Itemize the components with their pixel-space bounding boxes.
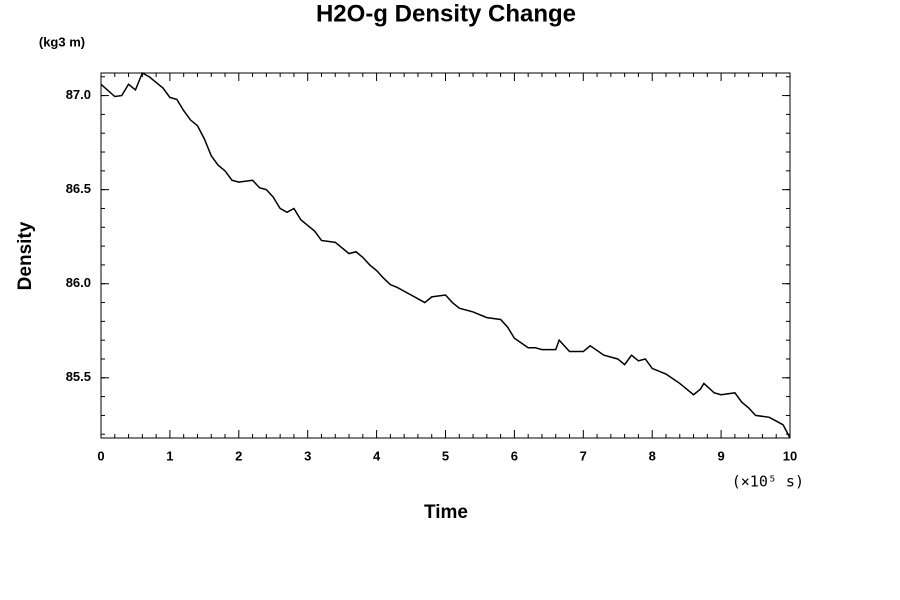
plot-frame [100, 72, 791, 439]
chart-title: H2O-g Density Change [316, 0, 576, 27]
x-tick-label: 4 [373, 448, 381, 463]
x-tick-label: 9 [717, 448, 724, 463]
x-tick-label: 7 [580, 448, 587, 463]
x-tick-label: 3 [304, 448, 311, 463]
x-tick-label: 2 [235, 448, 242, 463]
x-unit: (×10⁵ s) [732, 473, 804, 491]
y-unit: (kg3 m) [39, 34, 85, 49]
x-tick-label: 0 [97, 448, 104, 463]
y-tick-label: 87.0 [66, 87, 91, 102]
y-axis-label: Density [15, 221, 36, 290]
x-axis-label: Time [424, 502, 468, 523]
x-tick-label: 10 [783, 448, 797, 463]
x-tick-label: 6 [511, 448, 518, 463]
y-tick-label: 86.5 [66, 181, 91, 196]
y-tick-label: 86.0 [66, 275, 91, 290]
x-tick-label: 1 [166, 448, 173, 463]
y-tick-label: 85.5 [66, 369, 91, 384]
data-line [100, 71, 791, 439]
x-tick-label: 8 [649, 448, 656, 463]
x-tick-label: 5 [442, 448, 449, 463]
